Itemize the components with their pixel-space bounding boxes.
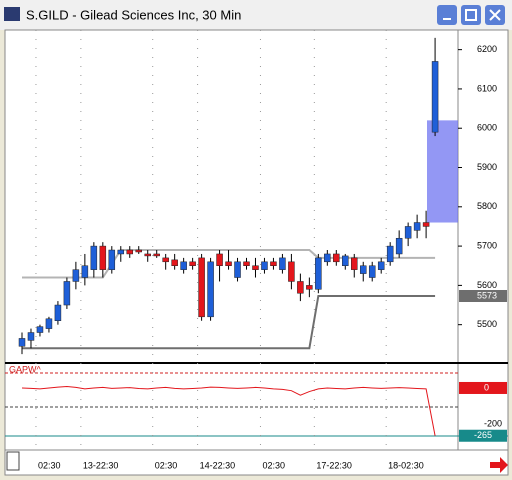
y-tick-label: -200	[484, 418, 502, 428]
candle-body	[297, 281, 304, 294]
candle-body	[404, 226, 412, 239]
minimize-button[interactable]	[437, 5, 457, 25]
scroll-arrow[interactable]	[490, 457, 508, 473]
candle-body	[153, 253, 160, 257]
indicator-last-box	[459, 429, 507, 442]
candle-body	[386, 245, 394, 263]
candle-body	[422, 222, 430, 227]
candle-body	[261, 261, 268, 270]
close-icon	[489, 9, 501, 21]
candle-body	[45, 318, 53, 329]
candle-body	[413, 222, 421, 231]
window-title: S.GILD - Gilead Sciences Inc, 30 Min	[26, 7, 241, 22]
candle-body	[216, 253, 223, 266]
candle-body	[377, 261, 385, 270]
candle-body	[63, 281, 71, 306]
candle-body	[243, 261, 250, 266]
title-bar	[0, 0, 512, 30]
candle-body	[368, 265, 376, 278]
candle-body	[333, 253, 340, 263]
candle-body	[351, 257, 358, 270]
y-tick-label: 5900	[477, 162, 497, 172]
candle-body	[234, 261, 241, 278]
y-tick-label: 5500	[477, 319, 497, 329]
candle-body	[395, 237, 403, 255]
price-highlight	[427, 120, 458, 223]
y-tick-label: 5600	[477, 280, 497, 290]
scroll-box[interactable]	[6, 451, 20, 471]
plot-area	[4, 29, 459, 451]
minimize-icon	[443, 18, 451, 20]
candle-body	[99, 245, 107, 270]
app-icon	[4, 7, 20, 21]
last-price-box	[459, 289, 507, 302]
window-buttons[interactable]	[437, 5, 505, 25]
candle-body	[90, 245, 98, 270]
candle-body	[252, 265, 259, 270]
level-line	[22, 294, 436, 350]
candle-body	[315, 257, 322, 290]
candle-body	[171, 259, 178, 266]
candle-body	[54, 304, 62, 321]
candle-body	[225, 261, 232, 266]
candle-body	[36, 326, 44, 333]
indicator-line	[21, 386, 436, 436]
candle-body	[431, 61, 439, 133]
candle-body	[27, 332, 35, 341]
candle-body	[18, 338, 26, 347]
candle-body	[144, 253, 151, 257]
price-axis	[457, 29, 509, 451]
candle-body	[108, 249, 116, 270]
x-tick-label: 02:30	[155, 460, 178, 470]
candle-body	[207, 261, 214, 318]
indicator-name: GAPW^	[9, 364, 42, 374]
x-tick-label: 02:30	[38, 460, 61, 470]
candle-body	[162, 257, 169, 263]
candle-body	[135, 249, 142, 253]
maximize-icon	[465, 9, 477, 21]
candle-body	[359, 265, 367, 274]
candle-body	[117, 249, 125, 255]
y-tick-label: 0	[484, 382, 489, 392]
last-price-label: 5573	[477, 290, 497, 300]
indicator-last-label: -265	[474, 430, 492, 440]
x-tick-label: 18-02:30	[388, 460, 424, 470]
candle-body	[324, 253, 331, 263]
candle-body	[180, 261, 187, 270]
candle-body	[126, 249, 134, 255]
candle-body	[288, 261, 295, 282]
x-tick-label: 14-22:30	[200, 460, 236, 470]
y-tick-label: 5800	[477, 201, 497, 211]
candle-body	[342, 255, 349, 266]
y-tick-label: 6100	[477, 83, 497, 93]
candle-body	[72, 269, 80, 282]
candle-body	[81, 265, 89, 278]
y-tick-label: 5700	[477, 240, 497, 250]
candle-body	[279, 257, 286, 270]
candle-body	[198, 257, 205, 318]
y-tick-label: 6000	[477, 123, 497, 133]
x-tick-label: 13-22:30	[83, 460, 119, 470]
x-tick-label: 02:30	[262, 460, 285, 470]
candle-body	[306, 285, 313, 290]
candle-body	[189, 261, 196, 266]
time-axis	[4, 449, 509, 476]
candle-body	[270, 261, 277, 266]
maximize-button[interactable]	[461, 5, 481, 25]
x-tick-label: 17-22:30	[316, 460, 352, 470]
zero-box	[459, 381, 507, 394]
y-tick-label: 6200	[477, 44, 497, 54]
